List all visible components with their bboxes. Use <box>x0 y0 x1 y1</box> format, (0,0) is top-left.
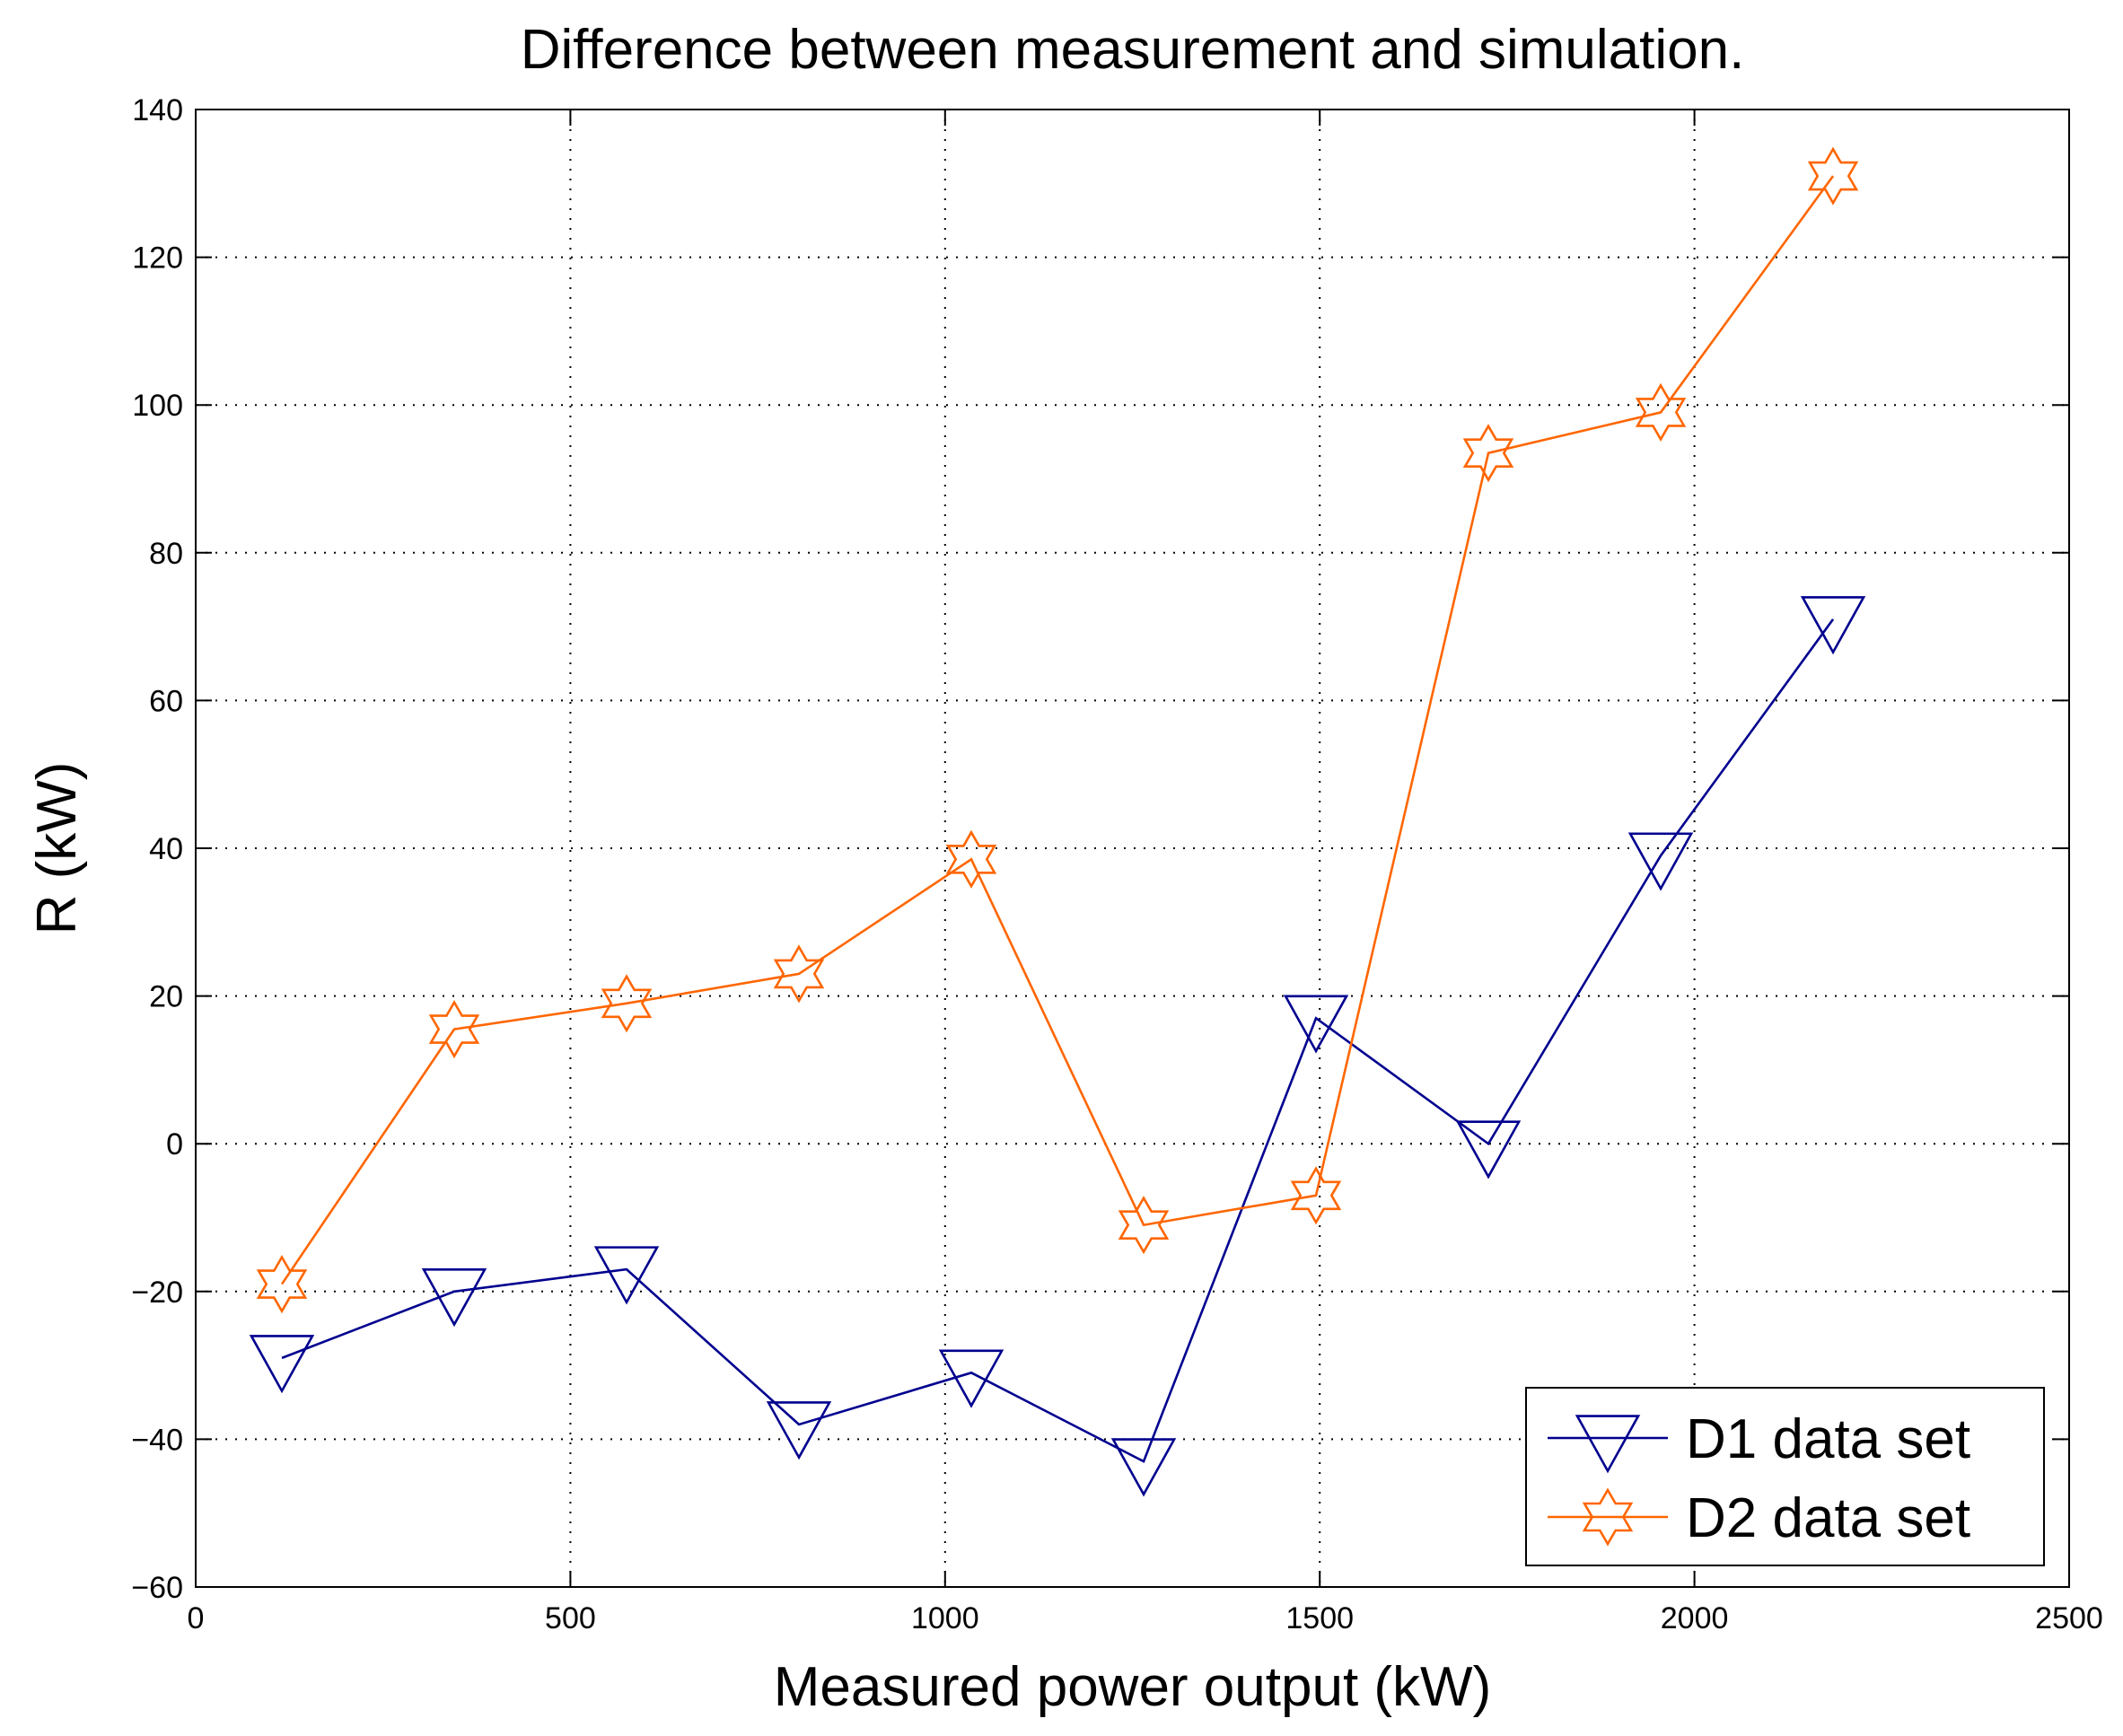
data-point <box>1283 995 1349 1054</box>
y-tick-label: 80 <box>149 537 183 571</box>
legend: D1 data set D2 data set <box>1525 1387 2045 1566</box>
legend-item: D1 data set <box>1548 1408 1970 1474</box>
y-tick-label: 60 <box>149 684 183 718</box>
data-point <box>421 1268 487 1328</box>
data-point <box>945 829 997 889</box>
y-tick-label: 20 <box>149 980 183 1014</box>
legend-marker <box>1582 1487 1634 1547</box>
chart-title: Difference between measurement and simul… <box>521 19 1745 81</box>
series-1 <box>249 596 1866 1497</box>
x-tick-label: 500 <box>545 1601 596 1635</box>
y-tick-label: 100 <box>132 389 183 423</box>
data-point <box>1807 146 1859 206</box>
data-point <box>256 1255 308 1314</box>
data-point <box>593 1246 660 1305</box>
data-point <box>1635 382 1687 443</box>
axis-ticks: 0 500 1000 1500 2000 2500 −60 −40 −20 0 20 40 60 80 10… <box>131 93 2103 1635</box>
x-axis-title: Measured power output (kW) <box>774 1656 1491 1718</box>
y-tick-label: −20 <box>131 1276 183 1310</box>
series-layer <box>249 146 1866 1497</box>
legend-label: D2 data set <box>1686 1487 1970 1549</box>
data-point <box>428 999 480 1059</box>
y-tick-label: −40 <box>131 1423 183 1457</box>
x-tick-label: 2500 <box>2035 1601 2103 1635</box>
y-tick-label: 40 <box>149 832 183 866</box>
data-point <box>1800 596 1866 655</box>
x-tick-label: 2000 <box>1661 1601 1729 1635</box>
y-tick-label: 140 <box>132 93 183 127</box>
x-tick-label: 1500 <box>1285 1601 1354 1635</box>
data-point <box>1627 832 1694 891</box>
data-point <box>773 944 825 1004</box>
data-point <box>766 1401 832 1460</box>
x-tick-label: 1000 <box>911 1601 979 1635</box>
data-point <box>249 1335 315 1394</box>
legend-marker <box>1575 1415 1641 1474</box>
data-point <box>601 974 653 1033</box>
data-point <box>938 1349 1004 1408</box>
data-point <box>1462 424 1514 483</box>
series-2 <box>256 146 1859 1314</box>
y-axis-title: R (kW) <box>26 762 88 935</box>
data-point <box>1118 1196 1170 1255</box>
legend-label: D1 data set <box>1686 1408 1970 1470</box>
y-tick-label: 120 <box>132 241 183 276</box>
series-line <box>281 618 1835 1463</box>
data-point <box>1290 1166 1342 1225</box>
data-point <box>1110 1438 1177 1497</box>
x-tick-label: 0 <box>188 1601 205 1635</box>
legend-item: D2 data set <box>1548 1487 1970 1549</box>
data-point <box>1455 1120 1522 1179</box>
y-tick-label: 0 <box>166 1127 183 1162</box>
y-tick-label: −60 <box>131 1571 183 1605</box>
series-line <box>280 175 1835 1285</box>
